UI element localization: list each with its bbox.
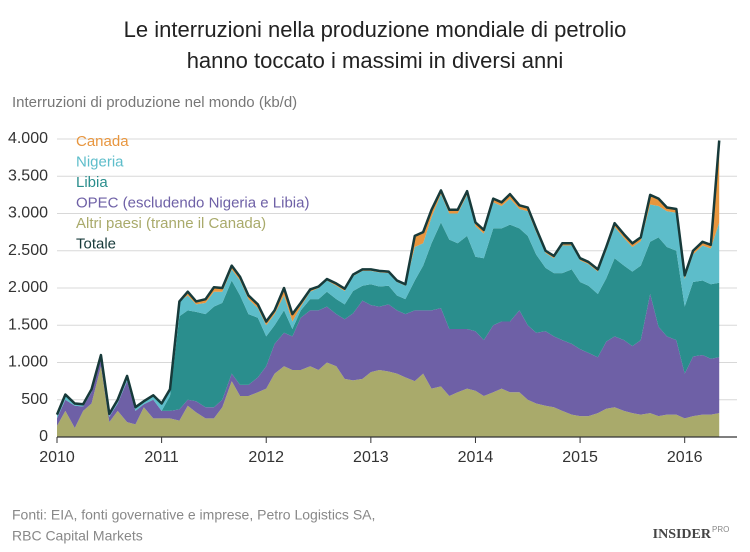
chart-title: Le interruzioni nella produzione mondial… [124, 17, 627, 42]
area [57, 194, 720, 419]
y-tick-label: 2.500 [8, 242, 48, 259]
y-tick-label: 500 [21, 391, 48, 408]
y-axis-label: Interruzioni di produzione nel mondo (kb… [12, 94, 297, 111]
y-tick-label: 3.000 [8, 205, 48, 222]
y-tick-label: 3.500 [8, 167, 48, 184]
x-tick-label: 2015 [562, 449, 598, 466]
y-tick-label: 1.000 [8, 354, 48, 371]
area [57, 222, 720, 419]
area [57, 293, 720, 429]
y-tick-label: 0 [39, 428, 48, 445]
x-tick-label: 2016 [667, 449, 703, 466]
x-tick-label: 2011 [144, 449, 179, 466]
x-tick-label: 2012 [248, 449, 284, 466]
legend-entry: Altri paesi (tranne il Canada) [76, 215, 266, 232]
legend-entry: Nigeria [76, 153, 124, 170]
y-tick-label: 4.000 [8, 130, 48, 147]
brand-sup: PRO [712, 525, 729, 534]
y-tick-label: 1.500 [8, 316, 48, 333]
legend-entry: Totale [76, 235, 116, 252]
legend-entry: OPEC (escludendo Nigeria e Libia) [76, 194, 309, 211]
brand: INSIDER [653, 527, 712, 542]
total-line [55, 140, 721, 416]
legend-entry: Libia [76, 174, 108, 191]
source: RBC Capital Markets [12, 528, 143, 544]
x-tick-label: 2013 [353, 449, 389, 466]
plot-area [55, 140, 721, 437]
y-tick-label: 2.000 [8, 279, 48, 296]
area [57, 362, 720, 437]
x-tick-label: 2014 [458, 449, 494, 466]
source: Fonti: EIA, fonti governative e imprese,… [12, 507, 375, 523]
legend-entry: Canada [76, 133, 129, 150]
chart-title: hanno toccato i massimi in diversi anni [187, 48, 564, 73]
x-tick-label: 2010 [39, 449, 75, 466]
